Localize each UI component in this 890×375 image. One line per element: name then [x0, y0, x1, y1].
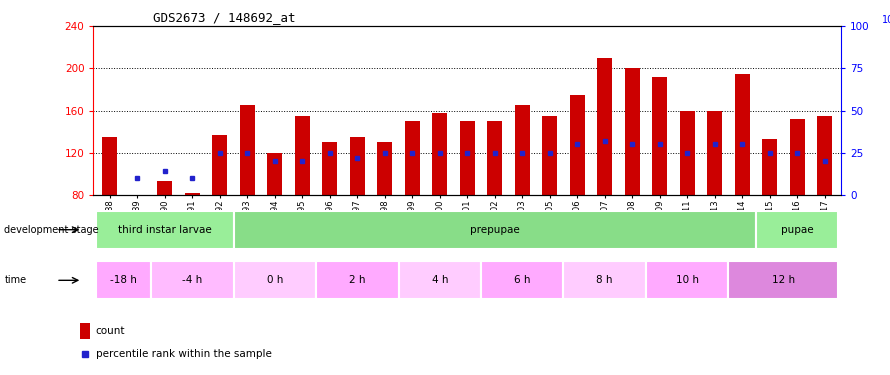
Text: pupae: pupae [781, 225, 813, 235]
Bar [789, 119, 805, 195]
Bar [625, 68, 640, 195]
Bar [762, 139, 777, 195]
Bar [728, 261, 838, 299]
Bar [597, 58, 612, 195]
Bar [514, 105, 530, 195]
Text: count: count [96, 326, 125, 336]
Bar [96, 261, 151, 299]
Bar [817, 116, 832, 195]
Text: 10 h: 10 h [676, 275, 699, 285]
Bar [542, 116, 557, 195]
Bar [239, 105, 255, 195]
Text: 100%: 100% [882, 15, 890, 25]
Bar [563, 261, 646, 299]
Bar [158, 181, 173, 195]
Bar [213, 135, 228, 195]
Text: 0 h: 0 h [267, 275, 283, 285]
Text: GDS2673 / 148692_at: GDS2673 / 148692_at [153, 11, 295, 24]
Text: 2 h: 2 h [349, 275, 366, 285]
Bar [487, 121, 502, 195]
Bar [80, 323, 90, 339]
Bar [680, 111, 695, 195]
Bar [233, 261, 316, 299]
Bar [151, 261, 233, 299]
Text: percentile rank within the sample: percentile rank within the sample [96, 349, 271, 359]
Text: 12 h: 12 h [772, 275, 795, 285]
Bar [233, 211, 756, 249]
Bar [460, 121, 474, 195]
Bar [102, 137, 117, 195]
Bar [481, 261, 563, 299]
Bar [377, 142, 392, 195]
Bar [433, 113, 448, 195]
Text: 6 h: 6 h [514, 275, 530, 285]
Bar [185, 193, 200, 195]
Bar [734, 74, 749, 195]
Text: 8 h: 8 h [596, 275, 613, 285]
Bar [322, 142, 337, 195]
Bar [405, 121, 420, 195]
Bar [316, 261, 399, 299]
Bar [652, 77, 668, 195]
Bar [399, 261, 481, 299]
Bar [707, 111, 722, 195]
Bar [295, 116, 310, 195]
Bar [96, 211, 233, 249]
Bar [756, 211, 838, 249]
Text: time: time [4, 275, 27, 285]
Text: development stage: development stage [4, 225, 99, 235]
Bar [570, 95, 585, 195]
Text: third instar larvae: third instar larvae [118, 225, 212, 235]
Text: -4 h: -4 h [182, 275, 203, 285]
Bar [267, 153, 282, 195]
Text: -18 h: -18 h [110, 275, 137, 285]
Bar [350, 137, 365, 195]
Text: 4 h: 4 h [432, 275, 448, 285]
Bar [646, 261, 728, 299]
Text: prepupae: prepupae [470, 225, 520, 235]
